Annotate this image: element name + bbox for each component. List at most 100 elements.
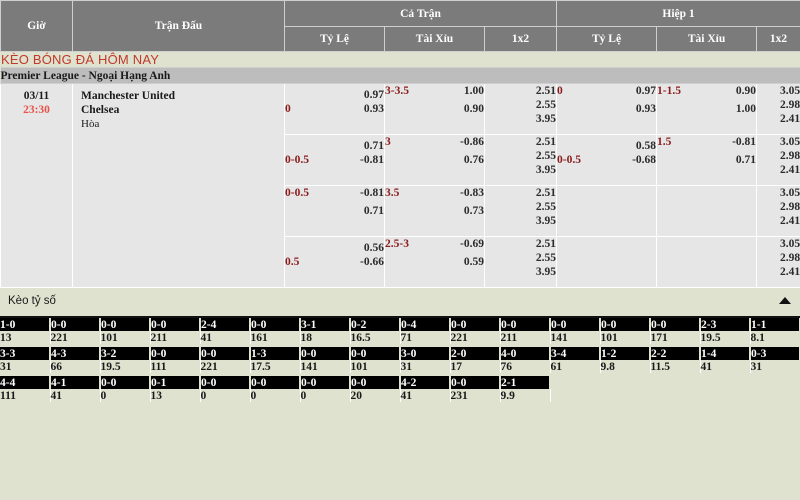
score-odd-cell[interactable]: 41 [400,389,451,402]
score-label-cell[interactable]: 4-0 [500,347,551,360]
half-handicap-odd-bottom[interactable]: 0.93 [635,103,657,115]
score-label-cell[interactable]: 2-3 [700,318,751,331]
half-handicap-cell[interactable]: 0 0.97 0.93 [556,83,658,135]
score-label-cell[interactable]: 2-1 [500,376,551,389]
score-label-cell[interactable]: 0-0 [450,376,501,389]
score-label-cell[interactable]: 0-3 [750,347,800,360]
score-odd-cell[interactable]: 221 [50,331,101,344]
full-ou-odd-top[interactable]: -0.86 [460,136,484,148]
full-handicap-odd-bottom[interactable]: 0.71 [363,205,384,217]
score-label-cell[interactable]: 2-4 [200,318,251,331]
full-1x2-cell[interactable]: 2.51 2.55 3.95 [483,134,558,186]
score-label-cell[interactable]: 0-0 [550,318,601,331]
score-label-cell[interactable]: 0-4 [400,318,451,331]
score-label-cell[interactable]: 2-2 [650,347,701,360]
half-handicap-odd-bottom[interactable]: -0.68 [632,154,657,166]
half-1x2-home[interactable]: 3.05 [779,238,800,250]
full-ou-odd-bottom[interactable]: 0.90 [463,103,484,115]
half-1x2-away[interactable]: 2.41 [779,266,800,278]
score-odd-cell[interactable]: 101 [600,331,651,344]
score-label-cell[interactable]: 0-0 [300,376,351,389]
score-label-cell[interactable]: 0-0 [250,318,301,331]
score-odd-cell[interactable]: 18 [300,331,351,344]
score-label-cell[interactable]: 0-0 [450,318,501,331]
full-ou-odd-bottom[interactable]: 0.73 [463,205,484,217]
half-1x2-cell[interactable]: 3.05 2.98 2.41 [756,236,800,288]
score-odd-cell[interactable]: 221 [200,360,251,373]
full-ou-odd-top[interactable]: 1.00 [463,85,484,97]
score-odd-cell[interactable]: 231 [450,389,501,402]
caret-up-icon[interactable] [779,297,791,304]
score-odd-cell[interactable]: 101 [350,360,401,373]
score-label-cell[interactable]: 0-1 [150,376,201,389]
full-handicap-cell[interactable]: 0-0.5 -0.81 0.71 [284,185,385,237]
score-odd-cell[interactable]: 71 [400,331,451,344]
full-1x2-away[interactable]: 3.95 [535,164,557,176]
score-odd-cell[interactable]: 141 [550,331,601,344]
half-handicap-odd-top[interactable]: 0.97 [635,85,657,97]
full-handicap-odd-bottom[interactable]: 0.93 [363,103,384,115]
score-label-cell[interactable]: 3-2 [100,347,151,360]
score-label-cell[interactable]: 1-0 [0,318,51,331]
full-1x2-cell[interactable]: 2.51 2.55 3.95 [483,83,558,135]
score-odd-cell[interactable]: 31 [400,360,451,373]
score-label-cell[interactable]: 2-0 [450,347,501,360]
full-handicap-cell[interactable]: 0.71 0-0.5 -0.81 [284,134,385,186]
half-1x2-cell[interactable]: 3.05 2.98 2.41 [756,134,800,186]
score-odd-cell[interactable]: 31 [750,360,800,373]
score-odd-cell[interactable]: 9.8 [600,360,651,373]
full-ou-odd-bottom[interactable]: 0.59 [463,256,484,268]
half-1x2-draw[interactable]: 2.98 [779,201,800,213]
score-label-cell[interactable]: 1-2 [600,347,651,360]
score-label-cell[interactable]: 4-1 [50,376,101,389]
score-label-cell[interactable]: 0-0 [600,318,651,331]
half-handicap-cell[interactable]: 0.58 0-0.5 -0.68 [556,134,658,186]
score-label-cell[interactable]: 1-4 [700,347,751,360]
full-ou-odd-bottom[interactable]: 0.76 [463,154,484,166]
full-1x2-draw[interactable]: 2.55 [535,201,557,213]
score-label-cell[interactable]: 0-0 [200,376,251,389]
full-handicap-odd-top[interactable]: -0.81 [360,187,384,199]
full-1x2-cell[interactable]: 2.51 2.55 3.95 [483,185,558,237]
score-odd-cell[interactable]: 8.1 [750,331,800,344]
full-overunder-cell[interactable]: 3 -0.86 0.76 [384,134,485,186]
full-overunder-cell[interactable]: 3.5 -0.83 0.73 [384,185,485,237]
score-odd-cell[interactable]: 211 [500,331,551,344]
full-1x2-draw[interactable]: 2.55 [535,150,557,162]
score-odd-cell[interactable]: 41 [200,331,251,344]
full-ou-odd-top[interactable]: -0.83 [460,187,484,199]
away-team[interactable]: Chelsea [81,104,120,116]
half-ou-odd-bottom[interactable]: 1.00 [735,103,757,115]
score-odd-cell[interactable]: 13 [150,389,201,402]
score-odd-cell[interactable]: 19.5 [100,360,151,373]
home-team[interactable]: Manchester United [81,90,176,102]
full-1x2-draw[interactable]: 2.55 [535,99,557,111]
score-odd-cell[interactable]: 111 [0,389,51,402]
half-1x2-home[interactable]: 3.05 [779,136,800,148]
score-odd-cell[interactable]: 171 [650,331,701,344]
full-1x2-home[interactable]: 2.51 [535,238,557,250]
score-label-cell[interactable]: 0-0 [350,376,401,389]
score-odd-cell[interactable]: 41 [700,360,751,373]
score-odd-cell[interactable]: 76 [500,360,551,373]
score-odd-cell[interactable]: 101 [100,331,151,344]
score-odd-cell[interactable]: 0 [250,389,301,402]
half-handicap-cell[interactable] [556,236,658,288]
score-odd-cell[interactable]: 9.9 [500,389,551,402]
half-1x2-home[interactable]: 3.05 [779,85,800,97]
score-label-cell[interactable]: 3-0 [400,347,451,360]
full-ou-odd-top[interactable]: -0.69 [460,238,484,250]
half-1x2-away[interactable]: 2.41 [779,164,800,176]
full-handicap-odd-top[interactable]: 0.97 [363,89,384,101]
score-label-cell[interactable]: 0-0 [150,347,201,360]
half-ou-odd-top[interactable]: 0.90 [735,85,757,97]
half-handicap-cell[interactable] [556,185,658,237]
score-label-cell[interactable]: 3-3 [0,347,51,360]
score-odd-cell[interactable]: 221 [450,331,501,344]
score-label-cell[interactable]: 0-0 [100,376,151,389]
score-label-cell[interactable]: 3-4 [550,347,601,360]
full-handicap-odd-top[interactable]: 0.71 [363,140,384,152]
half-1x2-draw[interactable]: 2.98 [779,99,800,111]
full-handicap-cell[interactable]: 0.97 0 0.93 [284,83,385,135]
half-1x2-draw[interactable]: 2.98 [779,252,800,264]
